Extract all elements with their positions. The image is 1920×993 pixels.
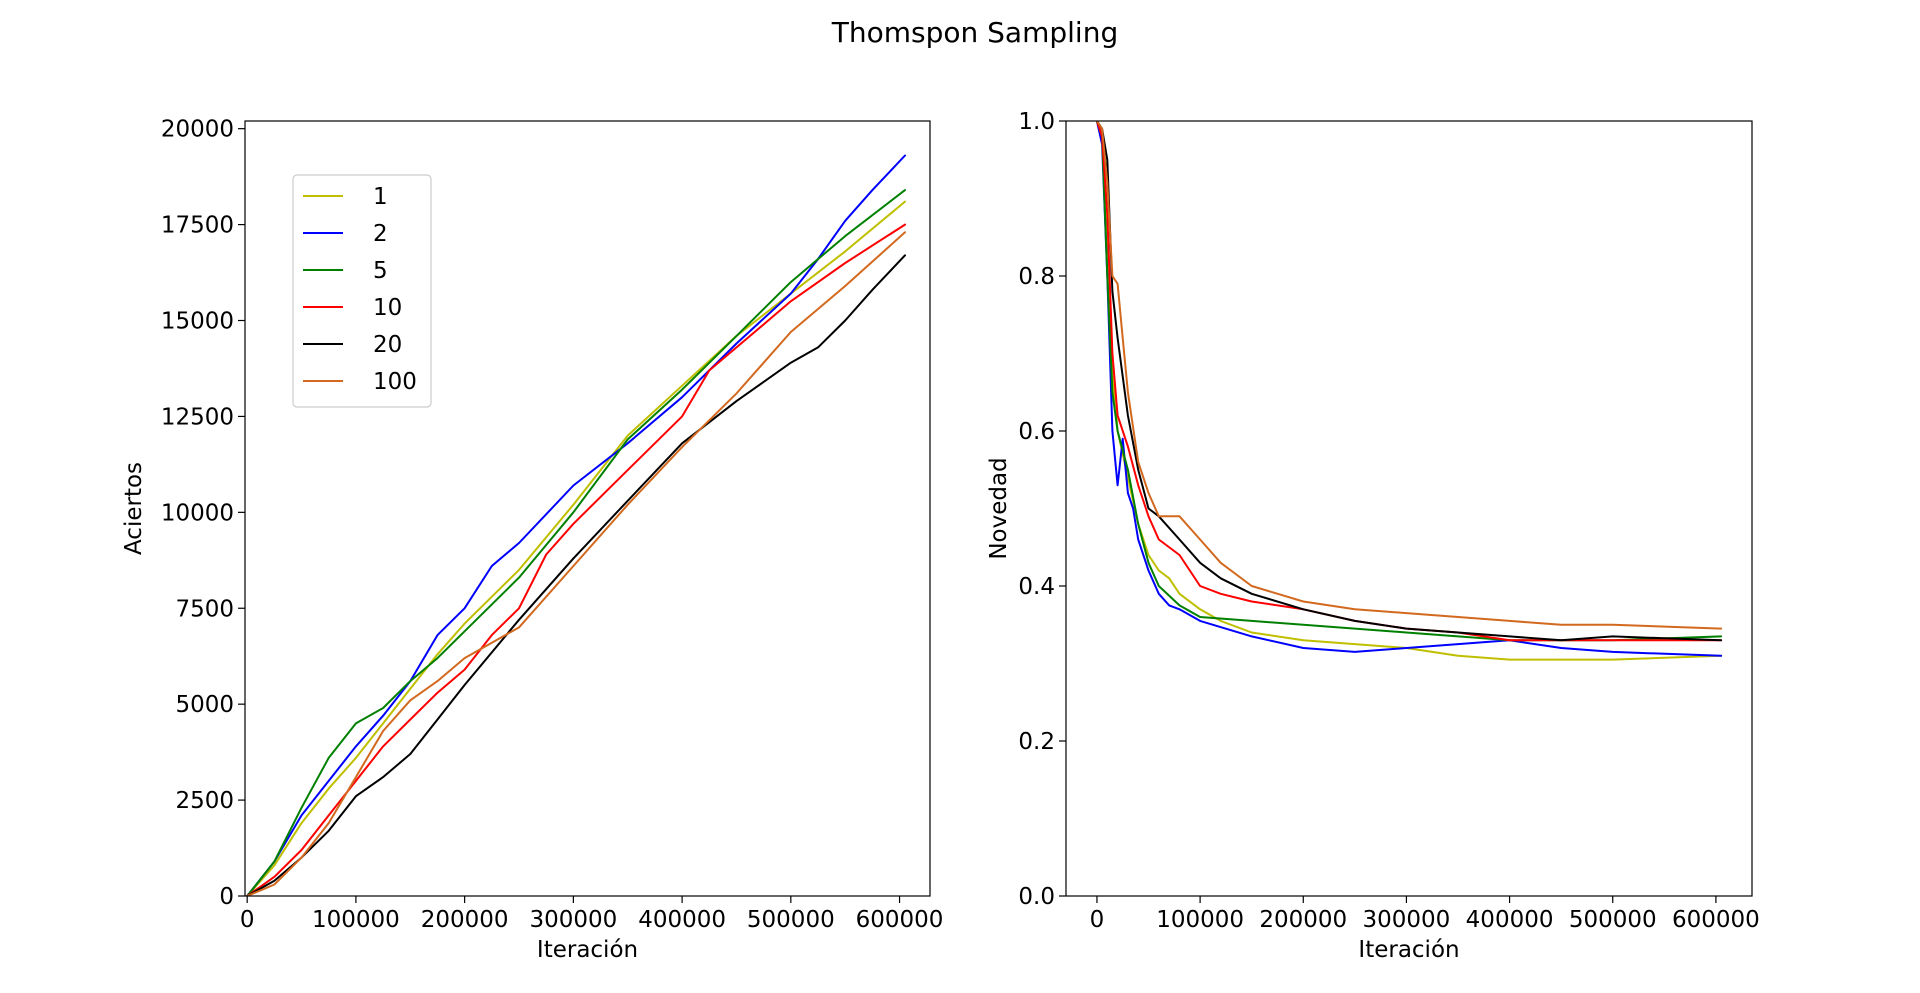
x-tick-label: 0 <box>1090 907 1105 933</box>
series-line-20 <box>246 254 906 896</box>
y-tick-label: 2500 <box>175 788 234 814</box>
y-tick-label: 5000 <box>175 692 234 718</box>
series-line-100 <box>246 231 906 896</box>
legend-label-1: 1 <box>373 184 388 210</box>
y-tick-label: 0.2 <box>1018 729 1055 755</box>
x-tick-label: 300000 <box>529 907 617 933</box>
y-axis-label: Aciertos <box>121 462 147 555</box>
legend-label-100: 100 <box>373 369 417 395</box>
x-tick-label: 400000 <box>638 907 726 933</box>
y-tick-label: 10000 <box>161 500 234 526</box>
legend-label-10: 10 <box>373 295 402 321</box>
x-tick-label: 600000 <box>856 907 944 933</box>
series-line-20 <box>1095 121 1723 642</box>
series-group <box>246 154 906 896</box>
x-tick-label: 100000 <box>312 907 400 933</box>
series-line-1 <box>1095 121 1723 661</box>
plot-frame <box>1065 120 1753 897</box>
x-tick-label: 300000 <box>1363 907 1451 933</box>
x-tick-label: 0 <box>240 907 255 933</box>
x-tick-label: 500000 <box>747 907 835 933</box>
x-axis-label: Iteración <box>537 937 638 963</box>
figure-title: Thomspon Sampling <box>831 16 1118 49</box>
plot-frame <box>244 120 931 897</box>
series-line-10 <box>1095 121 1723 642</box>
series-group <box>1095 121 1723 661</box>
x-tick-label: 600000 <box>1672 907 1760 933</box>
y-tick-label: 0.4 <box>1018 574 1055 600</box>
y-tick-label: 1.0 <box>1018 109 1055 135</box>
x-tick-label: 100000 <box>1156 907 1244 933</box>
x-tick-label: 500000 <box>1569 907 1657 933</box>
y-tick-label: 17500 <box>161 213 234 239</box>
y-tick-label: 20000 <box>161 117 234 143</box>
y-tick-label: 0.0 <box>1018 884 1055 910</box>
legend-label-2: 2 <box>373 221 388 247</box>
y-tick-label: 0 <box>219 884 234 910</box>
series-line-100 <box>1095 121 1723 630</box>
y-tick-label: 0.8 <box>1018 264 1055 290</box>
x-tick-label: 200000 <box>1259 907 1347 933</box>
y-tick-label: 0.6 <box>1018 419 1055 445</box>
x-tick-label: 400000 <box>1466 907 1554 933</box>
y-tick-label: 7500 <box>175 596 234 622</box>
y-tick-label: 12500 <box>161 404 234 430</box>
chart-novedad: 0 100000 200000 300000 400000 500000 600000 0.0… <box>986 109 1760 963</box>
x-tick-label: 200000 <box>421 907 509 933</box>
series-line-2 <box>1095 121 1723 657</box>
series-line-2 <box>246 154 906 896</box>
legend-label-5: 5 <box>373 258 388 284</box>
series-line-10 <box>246 223 906 896</box>
series-line-1 <box>246 200 906 896</box>
series-line-5 <box>246 189 906 896</box>
legend-label-20: 20 <box>373 332 402 358</box>
chart-aciertos: 0 100000 200000 300000 400000 500000 600000025… <box>121 117 943 963</box>
y-axis-label: Novedad <box>986 457 1012 559</box>
y-tick-label: 15000 <box>161 309 234 335</box>
x-axis-label: Iteración <box>1358 937 1459 963</box>
legend: 1 2 5 10 20 100 <box>292 174 432 408</box>
